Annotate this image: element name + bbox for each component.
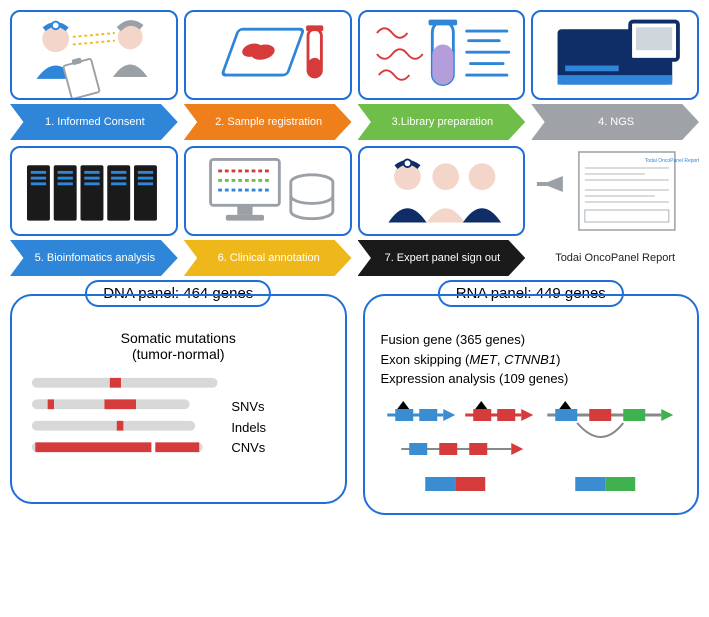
rna-line-1: Fusion gene (365 genes) <box>381 330 682 350</box>
clinical-annotation-icon <box>186 148 350 234</box>
label-cnv: CNVs <box>231 438 328 459</box>
step-3-label: 3.Library preparation <box>358 104 526 140</box>
step-3: 3.Library preparation <box>358 10 526 140</box>
report-caption: Todai OncoPanel Report <box>531 240 699 276</box>
step-1: 1. Informed Consent <box>10 10 178 140</box>
bioinformatics-icon <box>12 148 176 234</box>
dna-panel: DNA panel: 464 genes Somatic mutations (… <box>10 294 347 515</box>
dna-content: SNVs Indels CNVs <box>28 374 329 462</box>
report-icon: Todai OncoPanel Report <box>531 146 699 236</box>
step-2: 2. Sample registration <box>184 10 352 140</box>
step-7-arrow: 7. Expert panel sign out <box>358 240 526 276</box>
step-2-illustration <box>184 10 352 100</box>
rna-line-2: Exon skipping (MET, CTNNB1) <box>381 350 682 370</box>
step-6: 6. Clinical annotation <box>184 146 352 276</box>
step-2-arrow: 2. Sample registration <box>184 104 352 140</box>
step-2-label: 2. Sample registration <box>184 104 352 140</box>
step-4-arrow: 4. NGS <box>531 104 699 140</box>
rna-panel-box: Fusion gene (365 genes) Exon skipping (M… <box>363 294 700 515</box>
step-6-label: 6. Clinical annotation <box>184 240 352 276</box>
dna-labels: SNVs Indels CNVs <box>231 377 328 459</box>
step-5-arrow: 5. Bioinfomatics analysis <box>10 240 178 276</box>
rna-line-3: Expression analysis (109 genes) <box>381 369 682 389</box>
step-7: 7. Expert panel sign out <box>358 146 526 276</box>
step-3-arrow: 3.Library preparation <box>358 104 526 140</box>
library-prep-icon <box>360 12 524 98</box>
ngs-sequencer-icon <box>533 12 697 98</box>
step-6-illustration <box>184 146 352 236</box>
rna-fusion-icon <box>381 399 682 499</box>
step-5-label: 5. Bioinfomatics analysis <box>10 240 178 276</box>
step-4-label: 4. NGS <box>531 104 699 140</box>
rna-panel: RNA panel: 449 genes Fusion gene (365 ge… <box>363 294 700 515</box>
report-illustration: Todai OncoPanel Report <box>531 146 699 236</box>
step-4: 4. NGS <box>531 10 699 140</box>
step-7-label: 7. Expert panel sign out <box>358 240 526 276</box>
step-5: 5. Bioinfomatics analysis <box>10 146 178 276</box>
step-1-arrow: 1. Informed Consent <box>10 104 178 140</box>
dna-panel-box: Somatic mutations (tumor-normal) SNVs In… <box>10 294 347 504</box>
chromosomes-icon <box>28 374 223 462</box>
workflow-grid: 1. Informed Consent 2. Sample registrati… <box>10 10 699 276</box>
rna-diagram <box>381 399 682 499</box>
step-5-illustration <box>10 146 178 236</box>
report-cell: Todai OncoPanel Report Todai OncoPanel R… <box>531 146 699 276</box>
step-1-illustration <box>10 10 178 100</box>
svg-text:Todai OncoPanel Report: Todai OncoPanel Report <box>645 158 699 164</box>
dna-subtitle: Somatic mutations (tumor-normal) <box>28 330 329 362</box>
rna-lines: Fusion gene (365 genes) Exon skipping (M… <box>381 330 682 389</box>
label-snv: SNVs <box>231 397 328 418</box>
dna-subtitle-1: Somatic mutations <box>121 330 236 346</box>
expert-panel-icon <box>360 148 524 234</box>
step-1-label: 1. Informed Consent <box>10 104 178 140</box>
panels-row: DNA panel: 464 genes Somatic mutations (… <box>10 294 699 515</box>
step-7-illustration <box>358 146 526 236</box>
label-indel: Indels <box>231 418 328 439</box>
dna-subtitle-2: (tumor-normal) <box>132 346 225 362</box>
sample-registration-icon <box>186 12 350 98</box>
informed-consent-icon <box>12 12 176 98</box>
step-6-arrow: 6. Clinical annotation <box>184 240 352 276</box>
chromosome-column <box>28 374 223 462</box>
step-4-illustration <box>531 10 699 100</box>
step-3-illustration <box>358 10 526 100</box>
